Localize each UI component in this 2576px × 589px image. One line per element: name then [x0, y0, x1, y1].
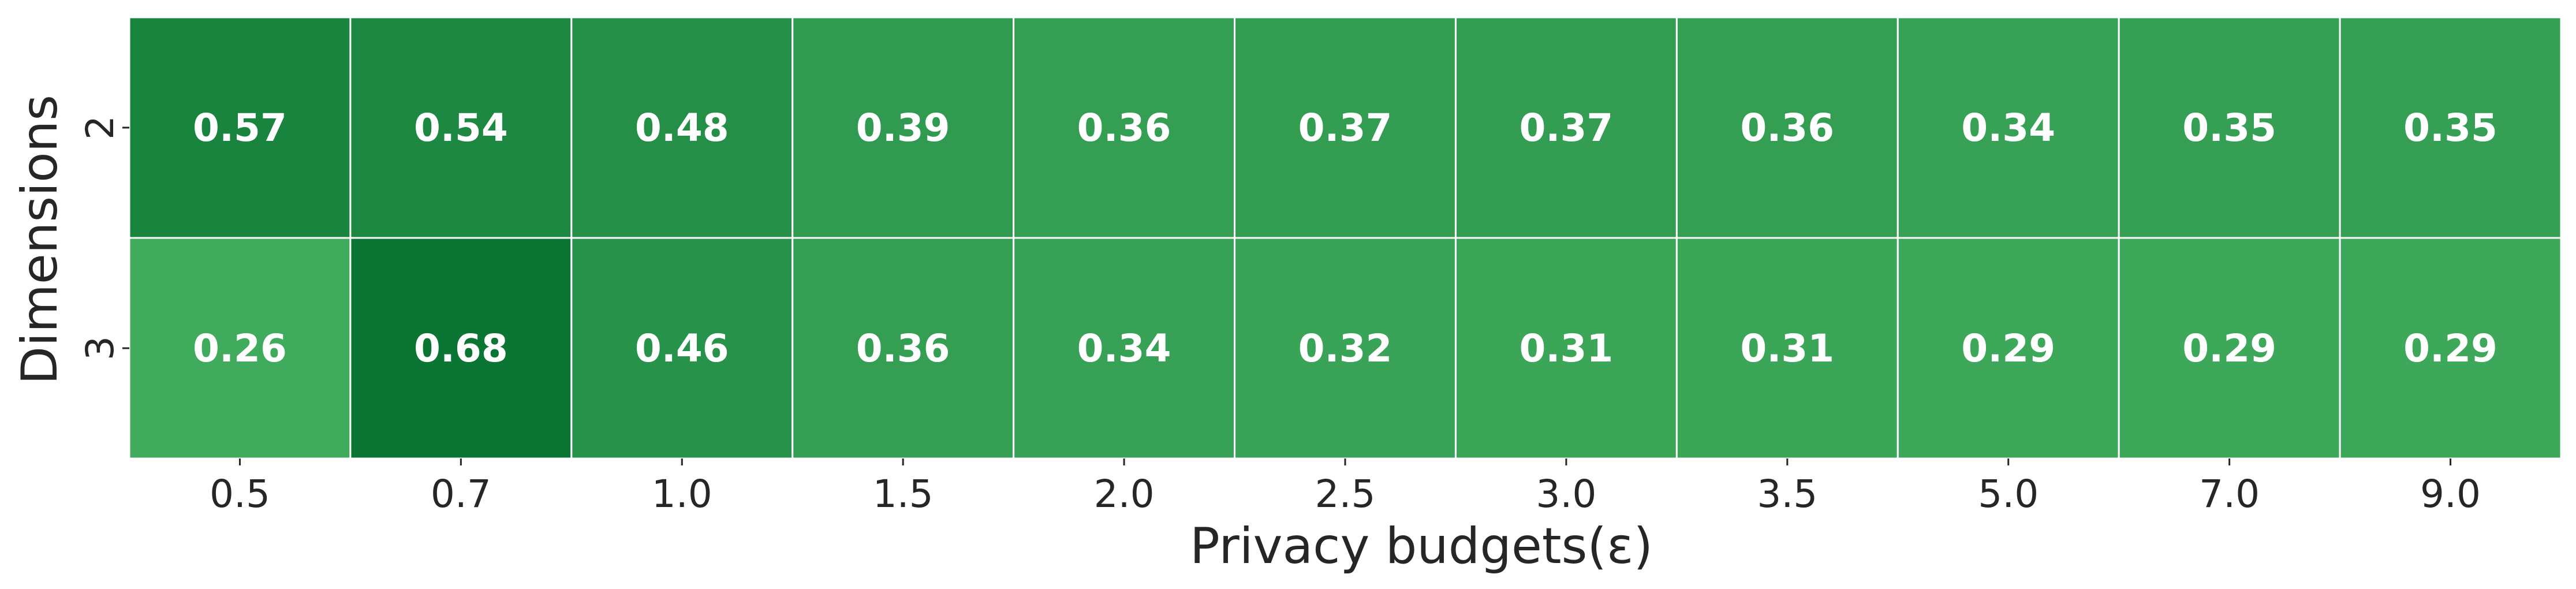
cell-value-label-r1-c0: 0.26: [193, 326, 287, 371]
cell-value-label-r0-c5: 0.37: [1298, 106, 1392, 150]
heatmap-cell-r0-c2: [570, 16, 794, 239]
cell-value-label-r1-c6: 0.31: [1519, 326, 1613, 371]
cell-value-label-r1-c4: 0.34: [1077, 326, 1171, 371]
heatmap-cell-r1-c8: [1896, 237, 2120, 460]
heatmap-cell-labels: 0.57 0.54 0.48 0.39 0.36 0.37 0.37 0.36 0.34 0.35…: [193, 106, 2497, 371]
heatmap-cell-r1-c5: [1234, 237, 1457, 460]
heatmap-cell-r1-c10: [2339, 237, 2562, 460]
x-tick-label-2: 1.0: [652, 472, 712, 516]
cell-value-label-r0-c3: 0.39: [856, 106, 950, 150]
heatmap-cell-r1-c0: [128, 237, 352, 460]
cell-value-label-r1-c2: 0.46: [635, 326, 729, 371]
y-tick-label-0: 2: [78, 115, 122, 140]
heatmap-cell-r0-c1: [349, 16, 573, 239]
x-tick-label-9: 7.0: [2199, 472, 2260, 516]
heatmap-cell-r0-c9: [2118, 16, 2341, 239]
cell-value-label-r1-c1: 0.68: [414, 326, 508, 371]
x-axis-title: Privacy budgets(ε): [1190, 517, 1653, 575]
cell-value-label-r0-c10: 0.35: [2403, 106, 2497, 150]
heatmap-cell-r1-c7: [1675, 237, 1899, 460]
x-tick-label-4: 2.0: [1094, 472, 1155, 516]
cell-value-label-r0-c1: 0.54: [414, 106, 508, 150]
heatmap-cell-r1-c4: [1013, 237, 1236, 460]
x-tick-label-5: 2.5: [1315, 472, 1376, 516]
y-tick-label-1: 3: [78, 336, 122, 360]
heatmap-cell-r0-c3: [792, 16, 1015, 239]
x-tick-label-8: 5.0: [1978, 472, 2039, 516]
x-tick-label-6: 3.0: [1536, 472, 1596, 516]
y-axis-tick-labels: 23: [78, 115, 129, 360]
cell-value-label-r0-c7: 0.36: [1740, 106, 1834, 150]
cell-value-label-r0-c0: 0.57: [193, 106, 287, 150]
heatmap-cells: [128, 16, 2562, 460]
y-axis-title: Dimensions: [11, 95, 69, 385]
heatmap-cell-r1-c2: [570, 237, 794, 460]
heatmap-cell-r0-c4: [1013, 16, 1236, 239]
x-tick-label-7: 3.5: [1757, 472, 1817, 516]
cell-value-label-r1-c9: 0.29: [2182, 326, 2276, 371]
x-tick-label-10: 9.0: [2420, 472, 2481, 516]
heatmap-cell-r1-c1: [349, 237, 573, 460]
cell-value-label-r0-c8: 0.34: [1961, 106, 2055, 150]
cell-value-label-r0-c6: 0.37: [1519, 106, 1613, 150]
cell-value-label-r1-c10: 0.29: [2403, 326, 2497, 371]
cell-value-label-r1-c3: 0.36: [856, 326, 950, 371]
x-axis-tick-labels: 0.5 0.7 1.0 1.5 2.0 2.5 3.0 3.5 5.0 7.0 9.0: [210, 458, 2481, 516]
cell-value-label-r0-c2: 0.48: [635, 106, 729, 150]
x-tick-label-3: 1.5: [873, 472, 934, 516]
heatmap-cell-r1-c6: [1454, 237, 1678, 460]
cell-value-label-r1-c5: 0.32: [1298, 326, 1392, 371]
heatmap-cell-r1-c9: [2118, 237, 2341, 460]
heatmap-cell-r0-c10: [2339, 16, 2562, 239]
heatmap-cell-r1-c3: [792, 237, 1015, 460]
heatmap-cell-r0-c5: [1234, 16, 1457, 239]
heatmap-cell-r0-c7: [1675, 16, 1899, 239]
heatmap-cell-r0-c0: [128, 16, 352, 239]
cell-value-label-r0-c4: 0.36: [1077, 106, 1171, 150]
cell-value-label-r0-c9: 0.35: [2182, 106, 2276, 150]
x-tick-label-1: 0.7: [431, 472, 491, 516]
x-tick-label-0: 0.5: [210, 472, 270, 516]
cell-value-label-r1-c8: 0.29: [1961, 326, 2055, 371]
cell-value-label-r1-c7: 0.31: [1740, 326, 1834, 371]
